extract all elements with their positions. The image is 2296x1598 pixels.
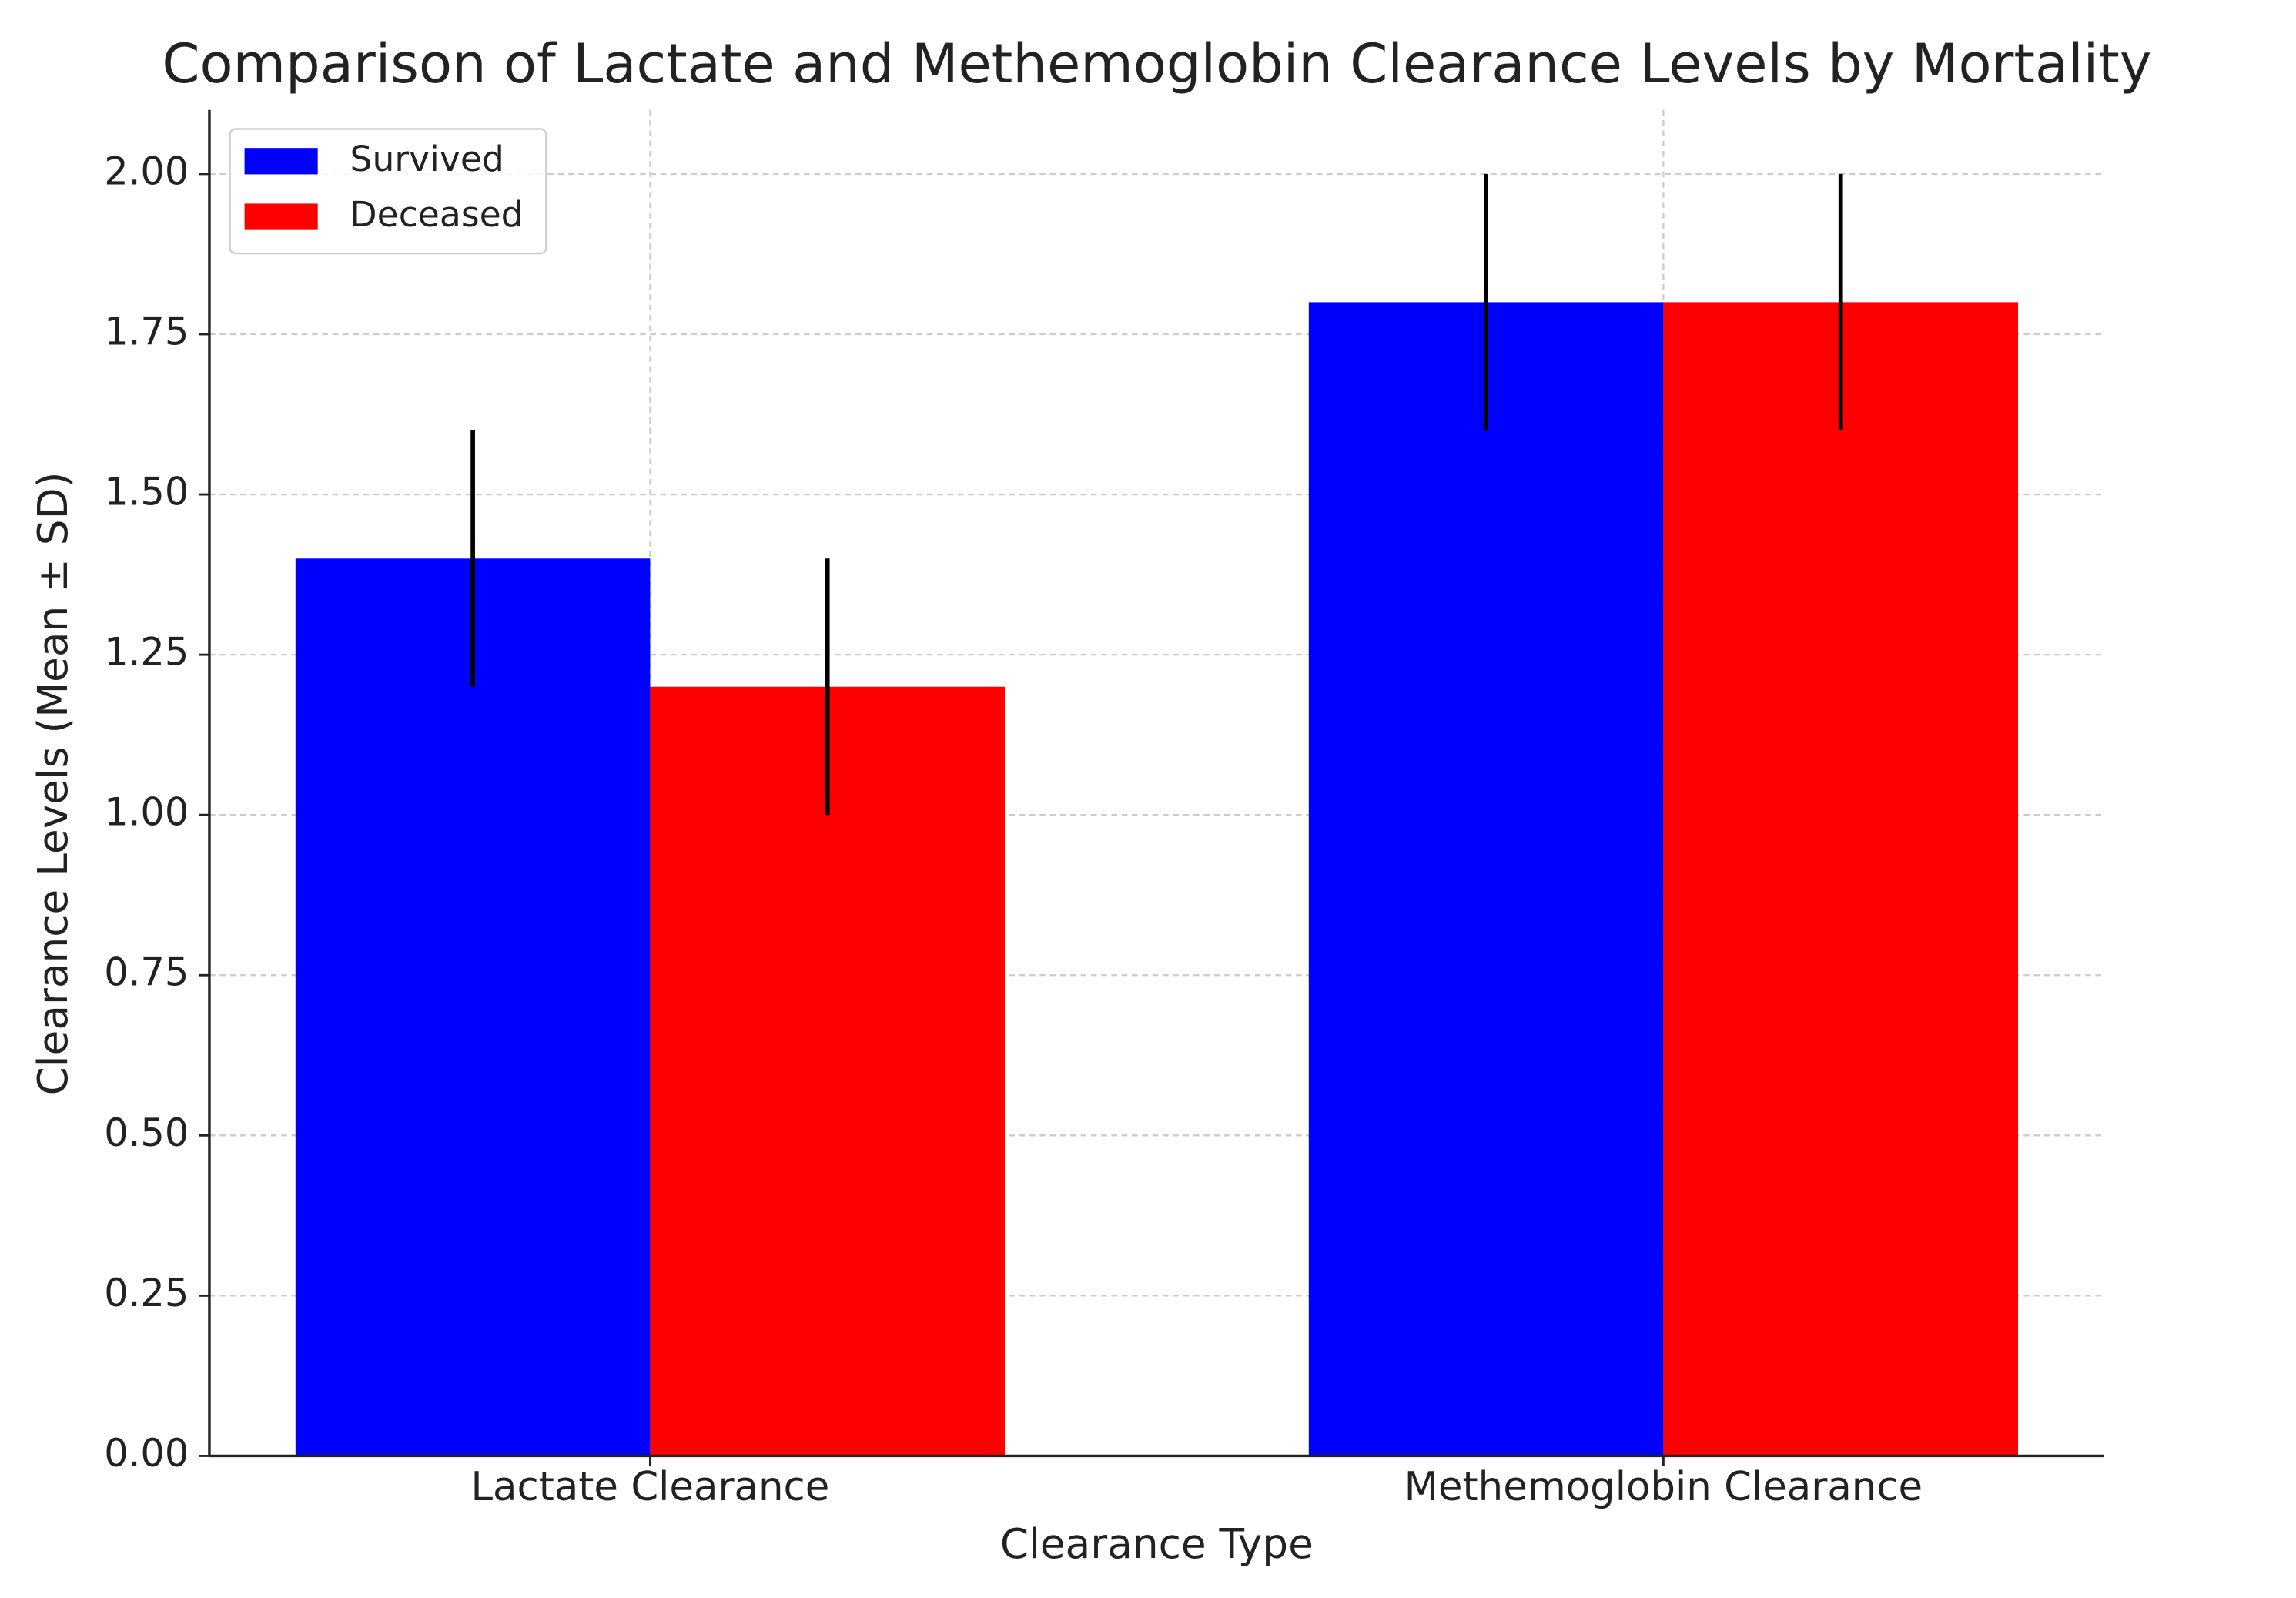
y-tick-label: 1.75	[104, 310, 189, 354]
bar	[1663, 302, 2019, 1456]
x-tick-label: Lactate Clearance	[470, 1464, 829, 1510]
x-axis-label: Clearance Type	[1000, 1520, 1314, 1568]
y-tick-label: 1.25	[104, 630, 189, 675]
y-tick-label: 0.25	[104, 1271, 189, 1315]
y-axis-label: Clearance Levels (Mean ± SD)	[29, 472, 77, 1096]
chart-title: Comparison of Lactate and Methemoglobin …	[162, 32, 2151, 95]
legend: Survived Deceased	[229, 128, 547, 255]
bar	[295, 558, 651, 1456]
y-tick-label: 0.50	[104, 1111, 189, 1155]
bar	[1308, 302, 1664, 1456]
legend-label: Survived	[350, 139, 504, 179]
y-tick-label: 1.00	[104, 790, 189, 835]
y-tick-label: 2.00	[104, 149, 189, 193]
legend-swatch	[244, 148, 318, 175]
legend-label: Deceased	[350, 194, 524, 235]
y-tick-label: 0.75	[104, 950, 189, 995]
y-tick-label: 0.00	[104, 1431, 189, 1476]
y-tick-label: 1.50	[104, 470, 189, 514]
x-tick-label: Methemoglobin Clearance	[1404, 1464, 1923, 1510]
legend-swatch	[244, 203, 318, 230]
